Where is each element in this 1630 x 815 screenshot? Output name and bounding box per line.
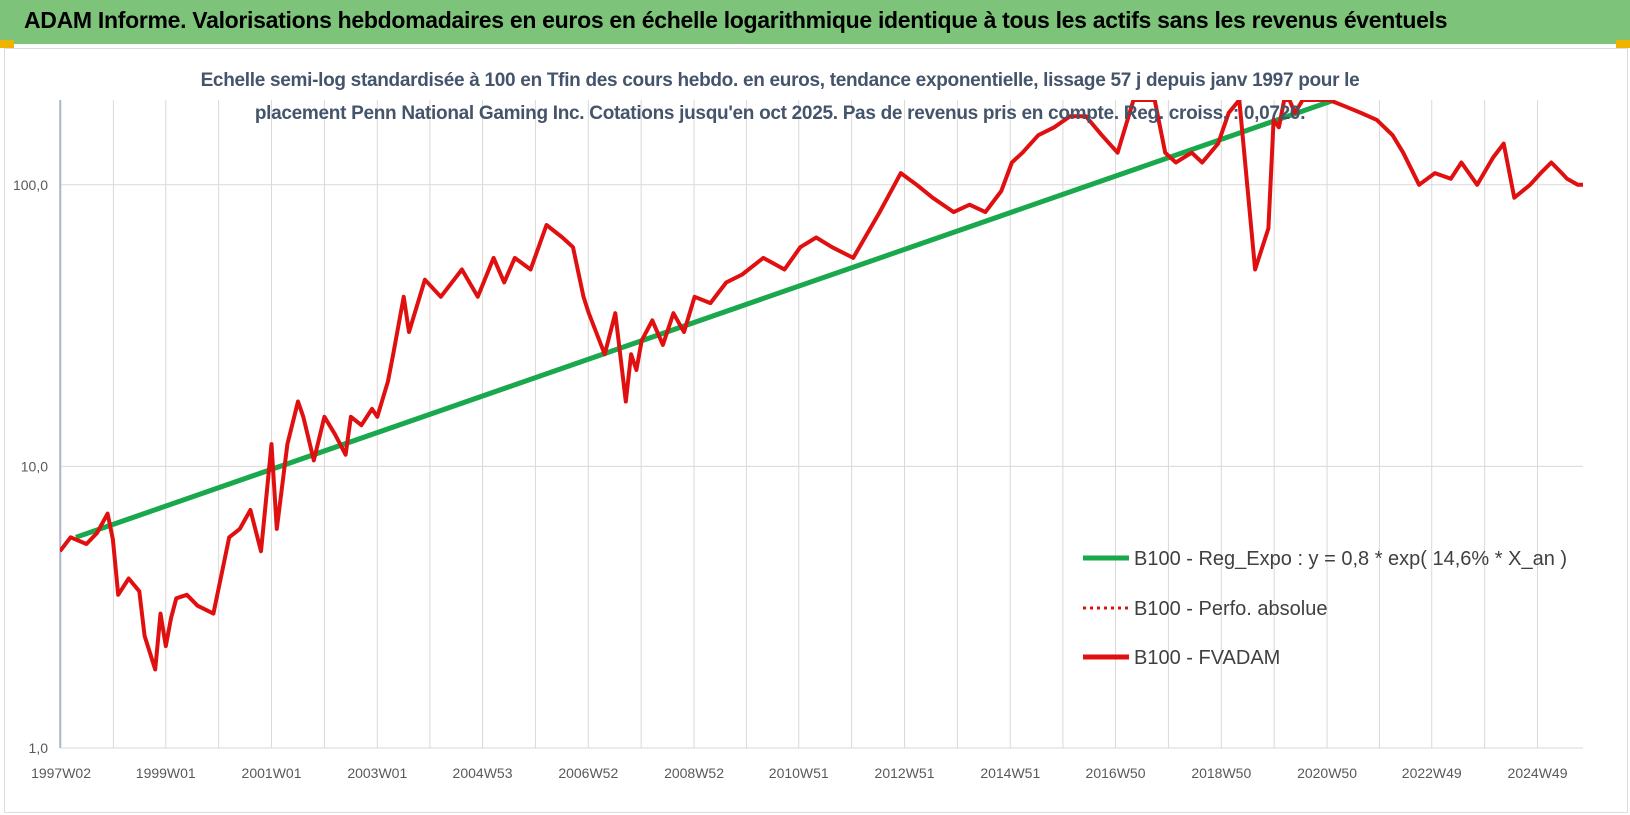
legend-label-0: B100 - Reg_Expo : y = 0,8 * exp( 14,6% *… bbox=[1134, 548, 1567, 570]
title-banner: ADAM Informe. Valorisations hebdomadaire… bbox=[0, 0, 1630, 44]
x-tick-label: 2010W51 bbox=[769, 765, 829, 781]
chart-panel bbox=[4, 48, 1628, 813]
x-tick-label: 2001W01 bbox=[242, 765, 302, 781]
x-tick-label: 2003W01 bbox=[347, 765, 407, 781]
legend-label-1: B100 - Perfo. absolue bbox=[1134, 598, 1327, 620]
x-tick-label: 2012W51 bbox=[875, 765, 935, 781]
x-tick-label: 2018W50 bbox=[1191, 765, 1251, 781]
y-tick-label: 1,0 bbox=[29, 740, 49, 756]
axis-layer: 1,0 10,0 100,0 1997W02 1999W01 2001W01 2003W01… bbox=[13, 100, 1568, 781]
x-tick-label: 2006W52 bbox=[558, 765, 618, 781]
y-tick-label: 10,0 bbox=[21, 458, 48, 474]
series-layer bbox=[60, 100, 1583, 672]
x-tick-label: 2022W49 bbox=[1402, 765, 1462, 781]
grid-layer bbox=[60, 100, 1583, 749]
x-tick-label: 2014W51 bbox=[980, 765, 1040, 781]
x-tick-label: 2024W49 bbox=[1508, 765, 1568, 781]
chart-title: Echelle semi-log standardisée à 100 en T… bbox=[180, 64, 1380, 130]
series-line-2 bbox=[60, 100, 1583, 672]
x-tick-label: 2020W50 bbox=[1297, 765, 1357, 781]
legend: B100 - Reg_Expo : y = 0,8 * exp( 14,6% *… bbox=[1083, 548, 1567, 669]
report-title: ADAM Informe. Valorisations hebdomadaire… bbox=[24, 7, 1448, 33]
x-tick-label: 2004W53 bbox=[453, 765, 513, 781]
legend-label-2: B100 - FVADAM bbox=[1134, 647, 1280, 669]
series-line-0 bbox=[75, 100, 1336, 540]
x-tick-label: 2008W52 bbox=[664, 765, 724, 781]
chart-title-line-2: placement Penn National Gaming Inc. Cota… bbox=[254, 103, 1306, 124]
corner-marker-left bbox=[0, 40, 14, 48]
chart-title-line-1: Echelle semi-log standardisée à 100 en T… bbox=[200, 70, 1360, 91]
x-tick-label: 2016W50 bbox=[1086, 765, 1146, 781]
x-tick-label: 1999W01 bbox=[136, 765, 196, 781]
x-tick-label: 1997W02 bbox=[31, 765, 91, 781]
y-tick-label: 100,0 bbox=[13, 177, 48, 193]
corner-marker-right bbox=[1616, 40, 1630, 48]
